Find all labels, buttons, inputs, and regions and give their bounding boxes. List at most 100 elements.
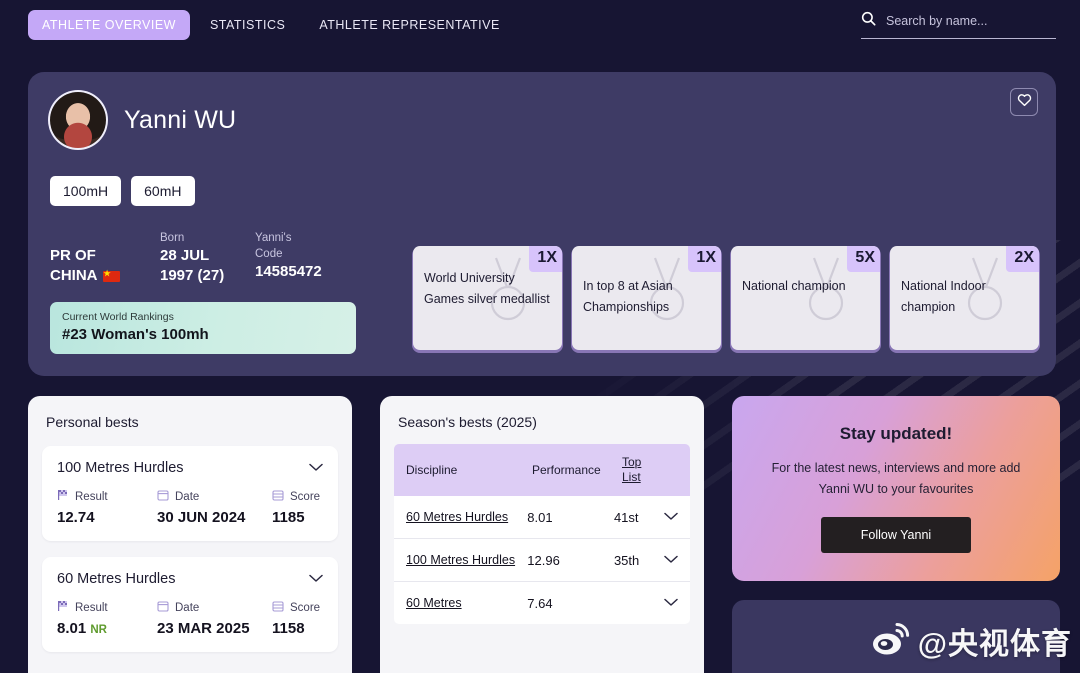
heart-icon bbox=[1017, 93, 1032, 112]
code-label-line-1: Yanni's bbox=[255, 232, 292, 244]
tab-athlete-overview[interactable]: ATHLETE OVERVIEW bbox=[28, 10, 190, 40]
achievement-badge-world-university-games[interactable]: 1X World University Games silver medalli… bbox=[413, 246, 562, 350]
meta-code: Yanni's Code 14585472 bbox=[255, 230, 322, 286]
row-expand-chevron-down-icon[interactable] bbox=[664, 551, 678, 569]
search-input[interactable] bbox=[886, 14, 1056, 28]
china-flag-icon bbox=[102, 268, 120, 282]
calendar-icon bbox=[157, 600, 169, 615]
personal-best-discipline: 60 Metres Hurdles bbox=[57, 571, 176, 587]
achievement-badge-national-indoor-champion[interactable]: 2X National Indoor champion bbox=[890, 246, 1039, 350]
page-title: Yanni WU bbox=[124, 105, 237, 134]
row-expand-chevron-down-icon[interactable] bbox=[664, 594, 678, 612]
badge-count: 5X bbox=[847, 246, 880, 272]
promo-subtitle: For the latest news, interviews and more… bbox=[771, 461, 1021, 496]
personal-best-stats: Result 12.74 Date bbox=[57, 489, 323, 526]
stat-result-value: 8.01 NR bbox=[57, 620, 107, 637]
stat-result-value: 12.74 bbox=[57, 509, 95, 526]
column-header-performance: Performance bbox=[532, 463, 601, 477]
flag-checkered-icon bbox=[57, 489, 69, 504]
stat-result-label: Result bbox=[75, 601, 108, 614]
cell-performance: 12.96 bbox=[527, 552, 560, 568]
stat-score: Score 1185 bbox=[272, 489, 320, 526]
follow-athlete-button[interactable]: Follow Yanni bbox=[820, 517, 972, 553]
personal-best-stats: Result 8.01 NR bbox=[57, 600, 323, 637]
cell-discipline[interactable]: 60 Metres bbox=[406, 596, 462, 610]
content-grid: Personal bests 100 Metres Hurdles bbox=[28, 396, 1060, 673]
cell-performance: 7.64 bbox=[527, 595, 553, 611]
calendar-icon bbox=[157, 489, 169, 504]
world-ranking-label: Current World Rankings bbox=[62, 311, 174, 323]
stat-score: Score 1158 bbox=[272, 600, 320, 637]
list-icon bbox=[272, 600, 284, 615]
athlete-identity-block: Yanni WU 100mH 60mH PR OF CHINA Born 2 bbox=[50, 92, 385, 354]
stat-score-value: 1185 bbox=[272, 509, 305, 526]
search-box[interactable] bbox=[861, 11, 1056, 39]
personal-best-card-60mh: 60 Metres Hurdles bbox=[42, 557, 338, 652]
discipline-chip-60mh[interactable]: 60mH bbox=[131, 176, 195, 206]
seasons-bests-panel: Season's bests (2025) Discipline Perform… bbox=[380, 396, 704, 673]
born-line-2: 1997 (27) bbox=[160, 267, 225, 284]
badge-text: World University Games silver medallist bbox=[424, 271, 550, 306]
personal-best-header[interactable]: 100 Metres Hurdles bbox=[57, 459, 323, 477]
avatar bbox=[50, 92, 106, 148]
list-icon bbox=[272, 489, 284, 504]
cell-top-list: 41st bbox=[613, 509, 639, 525]
search-icon bbox=[861, 11, 876, 31]
medal-icon bbox=[641, 256, 693, 329]
table-row: 100 Metres Hurdles 12.96 35th bbox=[394, 539, 690, 582]
stat-date: Date 30 JUN 2024 bbox=[157, 489, 272, 526]
table-header-row: Discipline Performance Top List bbox=[394, 444, 690, 496]
stat-result-label: Result bbox=[75, 490, 108, 503]
cell-discipline[interactable]: 60 Metres Hurdles bbox=[406, 510, 509, 524]
chevron-down-icon[interactable] bbox=[309, 570, 323, 588]
personal-bests-title: Personal bests bbox=[46, 414, 139, 430]
personal-bests-panel: Personal bests 100 Metres Hurdles bbox=[28, 396, 352, 673]
stat-result: Result 8.01 NR bbox=[57, 600, 157, 637]
medal-icon bbox=[959, 256, 1011, 329]
stat-score-label: Score bbox=[290, 601, 321, 614]
stat-date-label: Date bbox=[175, 490, 200, 503]
tab-athlete-representative[interactable]: ATHLETE REPRESENTATIVE bbox=[319, 18, 500, 32]
badge-count: 1X bbox=[688, 246, 721, 272]
world-ranking-banner[interactable]: Current World Rankings #23 Woman's 100mh bbox=[50, 302, 356, 354]
flag-checkered-icon bbox=[57, 600, 69, 615]
table-row: 60 Metres 7.64 bbox=[394, 582, 690, 624]
badge-text: In top 8 at Asian Championships bbox=[583, 279, 673, 314]
stat-date: Date 23 MAR 2025 bbox=[157, 600, 272, 637]
tab-list: ATHLETE OVERVIEW STATISTICS ATHLETE REPR… bbox=[28, 10, 514, 40]
sidebar-column: Stay updated! For the latest news, inter… bbox=[732, 396, 1060, 673]
medal-icon bbox=[482, 256, 534, 329]
table-row: 60 Metres Hurdles 8.01 41st bbox=[394, 496, 690, 539]
row-expand-chevron-down-icon[interactable] bbox=[664, 508, 678, 526]
badge-count: 1X bbox=[529, 246, 562, 272]
country-line-1: PR OF bbox=[50, 247, 96, 264]
top-navigation-bar: ATHLETE OVERVIEW STATISTICS ATHLETE REPR… bbox=[0, 0, 1080, 50]
discipline-chip-100mh[interactable]: 100mH bbox=[50, 176, 122, 206]
badge-count: 2X bbox=[1006, 246, 1039, 272]
record-badge: NR bbox=[90, 624, 107, 636]
personal-best-header[interactable]: 60 Metres Hurdles bbox=[57, 570, 323, 588]
discipline-chip-list: 100mH 60mH bbox=[50, 176, 385, 206]
achievement-badge-national-champion[interactable]: 5X National champion bbox=[731, 246, 880, 350]
born-line-1: 28 JUL bbox=[160, 247, 210, 264]
stat-date-value: 30 JUN 2024 bbox=[157, 509, 246, 526]
athlete-name-row: Yanni WU bbox=[50, 92, 385, 148]
favourite-button[interactable] bbox=[1010, 88, 1038, 116]
another-athlete-card[interactable]: Looking for another athlete? bbox=[732, 600, 1060, 673]
promo-title: Stay updated! bbox=[839, 424, 953, 443]
seasons-bests-table: Discipline Performance Top List 60 Metre… bbox=[394, 444, 690, 624]
cell-discipline[interactable]: 100 Metres Hurdles bbox=[406, 553, 516, 567]
column-header-top-list[interactable]: Top List bbox=[622, 455, 642, 484]
personal-best-card-100mh: 100 Metres Hurdles bbox=[42, 446, 338, 541]
chevron-down-icon[interactable] bbox=[309, 459, 323, 477]
cell-top-list: 35th bbox=[613, 552, 640, 568]
tab-statistics[interactable]: STATISTICS bbox=[209, 18, 286, 32]
code-label-line-2: Code bbox=[255, 248, 283, 260]
world-ranking-value: #23 Woman's 100mh bbox=[62, 326, 209, 343]
achievement-badge-list: 1X World University Games silver medalli… bbox=[413, 92, 1039, 354]
achievement-badge-asian-championships[interactable]: 1X In top 8 at Asian Championships bbox=[572, 246, 721, 350]
stat-score-label: Score bbox=[290, 490, 321, 503]
stay-updated-card: Stay updated! For the latest news, inter… bbox=[732, 396, 1060, 581]
athlete-hero-card: Yanni WU 100mH 60mH PR OF CHINA Born 2 bbox=[28, 72, 1056, 376]
